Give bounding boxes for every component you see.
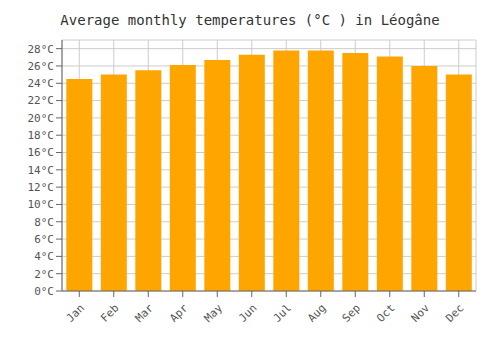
svg-text:20°C: 20°C bbox=[28, 112, 55, 125]
svg-text:28°C: 28°C bbox=[28, 43, 55, 56]
svg-text:Jun: Jun bbox=[236, 302, 259, 325]
svg-text:6°C: 6°C bbox=[34, 233, 54, 246]
svg-text:24°C: 24°C bbox=[28, 77, 55, 90]
svg-text:8°C: 8°C bbox=[34, 216, 54, 229]
svg-text:10°C: 10°C bbox=[28, 198, 55, 211]
svg-text:2°C: 2°C bbox=[34, 268, 54, 281]
svg-text:Jul: Jul bbox=[271, 302, 294, 325]
svg-text:4°C: 4°C bbox=[34, 250, 54, 263]
svg-text:Jan: Jan bbox=[64, 302, 87, 325]
svg-text:14°C: 14°C bbox=[28, 164, 55, 177]
svg-text:Mar: Mar bbox=[133, 301, 157, 325]
svg-text:12°C: 12°C bbox=[28, 181, 55, 194]
svg-text:Apr: Apr bbox=[167, 301, 191, 325]
svg-text:18°C: 18°C bbox=[28, 129, 55, 142]
svg-text:Aug: Aug bbox=[305, 302, 328, 325]
svg-text:16°C: 16°C bbox=[28, 146, 55, 159]
svg-text:0°C: 0°C bbox=[34, 285, 54, 298]
svg-text:Feb: Feb bbox=[98, 302, 121, 325]
svg-text:Dec: Dec bbox=[443, 302, 466, 325]
svg-text:Oct: Oct bbox=[374, 302, 397, 325]
svg-text:Nov: Nov bbox=[409, 301, 433, 325]
svg-text:22°C: 22°C bbox=[28, 94, 55, 107]
svg-text:May: May bbox=[202, 301, 226, 325]
html-text:Average monthly temperatures (: Average monthly temperatures (°C ) in Lé… bbox=[60, 12, 440, 28]
svg-text:Sep: Sep bbox=[340, 302, 363, 325]
svg-text:26°C: 26°C bbox=[28, 60, 55, 73]
